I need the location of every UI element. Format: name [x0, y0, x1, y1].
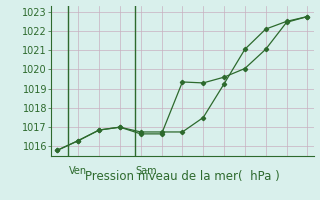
Text: Sam: Sam	[136, 166, 157, 177]
X-axis label: Pression niveau de la mer(  hPa ): Pression niveau de la mer( hPa )	[85, 170, 280, 183]
Text: Ven: Ven	[69, 166, 87, 177]
